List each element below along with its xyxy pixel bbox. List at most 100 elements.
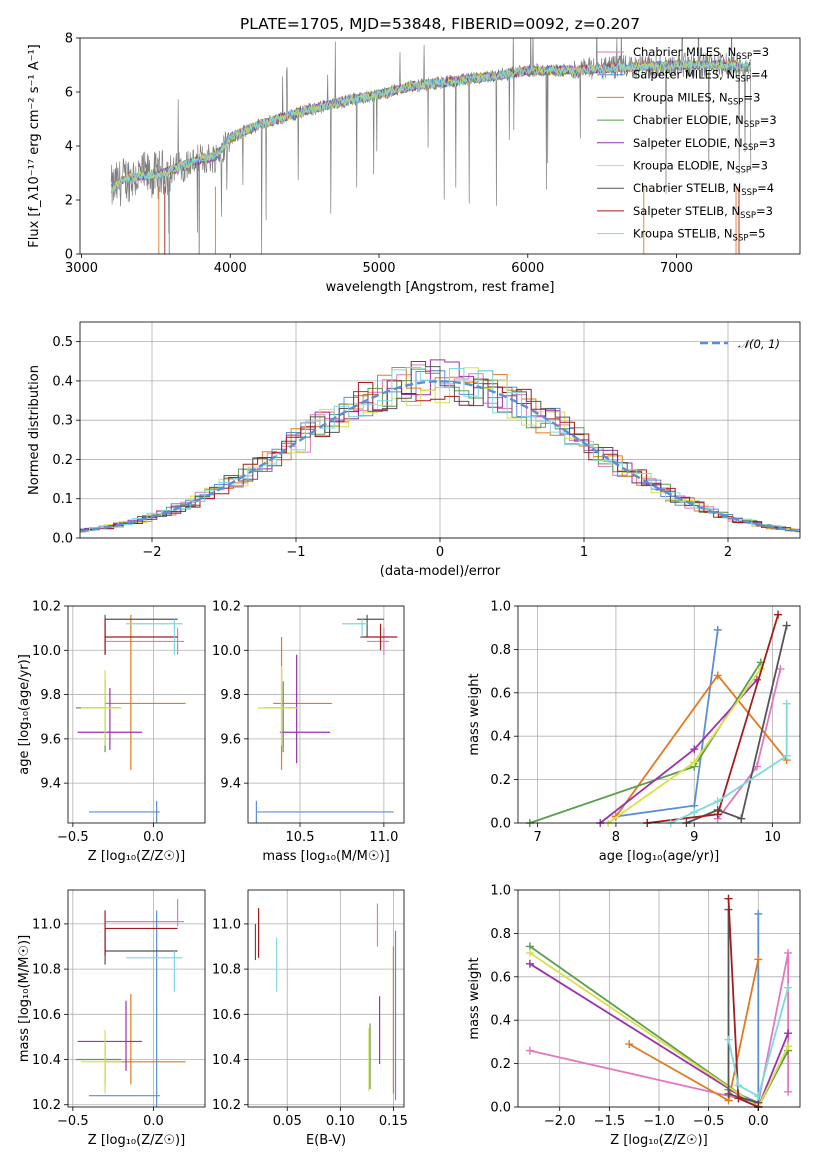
x-tick-label: −1 — [286, 545, 305, 560]
mass-weight-marker — [724, 1089, 733, 1098]
y-tick-label: 10.2 — [32, 600, 61, 615]
legend-label-chabrier-elodie: Chabrier ELODIE, NSSP=3 — [633, 113, 777, 130]
mass-weight-marker — [782, 621, 791, 630]
x-axis-label: (data-model)/error — [380, 564, 501, 579]
legend-label-chabrier-stelib: Chabrier STELIB, NSSP=4 — [633, 181, 774, 198]
mass-weight-marker — [784, 1029, 793, 1038]
mass-weight-marker — [525, 1046, 534, 1055]
x-tick-label: 0.0 — [143, 1114, 164, 1129]
x-tick-label: 1 — [580, 545, 588, 560]
x-axis-label: Z [log₁₀(Z/Z☉)] — [610, 1133, 707, 1148]
spectrum-plot-area — [110, 38, 752, 254]
y-tick-label: 10.4 — [212, 1053, 241, 1068]
errorbar-point-salpeter-stelib — [360, 623, 398, 651]
y-tick-label: 0.2 — [52, 453, 73, 468]
errorbar-panel-2: −0.5 0.0 9.4 9.6 9.8 10.0 10.2 Z [log₁₀(Z/Z☉)] a… — [17, 600, 206, 864]
errorbar-panel-5: −0.5 0.0 10.2 10.4 10.6 10.8 11.0 Z [log₁₀(Z/Z☉… — [17, 889, 206, 1148]
legend-label-kroupa-stelib: Kroupa STELIB, NSSP=5 — [633, 227, 765, 244]
mass-weight-marker — [525, 959, 534, 968]
x-axis-label: mass [log₁₀(M/M☉)] — [262, 849, 389, 864]
y-tick-label: 0.4 — [52, 374, 73, 389]
legend-label-salpeter-elodie: Salpeter ELODIE, NSSP=3 — [633, 136, 776, 153]
y-tick-label: 0.0 — [52, 532, 73, 547]
x-tick-label: 0.05 — [273, 1114, 302, 1129]
mass-weight-marker — [782, 699, 791, 708]
mass-weight-marker — [754, 955, 763, 964]
legend-label-chabrier-miles: Chabrier MILES, NSSP=3 — [633, 45, 769, 62]
y-tick-label: 0.1 — [52, 492, 73, 507]
errorbar-point-kroupa-stelib — [126, 951, 183, 992]
x-tick-label: 11.0 — [369, 830, 398, 845]
x-tick-label: −1.5 — [594, 1114, 626, 1129]
histogram-kroupa-stelib — [80, 367, 800, 532]
mass-weight-marker — [690, 758, 699, 767]
mass-weight-marker — [776, 664, 785, 673]
axes-frame — [67, 889, 206, 1108]
legend-label-kroupa-elodie: Kroupa ELODIE, NSSP=3 — [633, 159, 768, 176]
errorbar-point-kroupa-elodie — [80, 1030, 122, 1094]
y-tick-label: 9.6 — [220, 732, 241, 747]
y-tick-label: 9.8 — [40, 688, 61, 703]
x-tick-label: −2 — [142, 545, 161, 560]
x-tick-label: 4000 — [214, 261, 247, 276]
x-tick-label: 7 — [533, 830, 541, 845]
x-axis-label: Z [log₁₀(Z/Z☉)] — [88, 849, 185, 864]
x-tick-label: 6000 — [511, 261, 544, 276]
mass-weight-marker — [782, 751, 791, 760]
x-tick-label: −0.5 — [57, 830, 89, 845]
mass-weight-marker — [737, 814, 746, 823]
errorbar-point-kroupa-miles — [105, 614, 186, 770]
y-tick-label: 10.6 — [212, 1008, 241, 1023]
y-tick-label: 9.6 — [40, 732, 61, 747]
errorbar-panel-6: 0.05 0.10 0.15 10.2 10.4 10.6 10.8 11.0 E(B-V) — [212, 889, 408, 1148]
y-tick-label: 8 — [65, 32, 73, 47]
histogram-plot-area — [80, 359, 800, 533]
y-tick-label: 10.2 — [212, 600, 241, 615]
x-tick-label: 7000 — [660, 261, 693, 276]
y-axis-label: Normed distribution — [27, 365, 42, 495]
errorbar-point-salpeter-elodie — [77, 687, 143, 750]
y-tick-label: 0.2 — [490, 1057, 511, 1072]
y-tick-label: 10.4 — [32, 1053, 61, 1068]
residual-histogram-panel: −2 −1 0 1 2 0.0 0.1 0.2 0.3 0.4 0.5 (data-model)/er… — [27, 321, 801, 579]
x-tick-label: −0.5 — [693, 1114, 725, 1129]
y-tick-label: 0.4 — [490, 730, 511, 745]
x-tick-label: −0.5 — [57, 1114, 89, 1129]
errorbar-plot-area — [254, 903, 397, 1101]
figure-title: PLATE=1705, MJD=53848, FIBERID=0092, z=0… — [240, 15, 640, 33]
errorbar-point-chabrier-miles — [105, 628, 185, 655]
mass-weight-marker — [713, 797, 722, 806]
x-tick-label: 10 — [764, 830, 781, 845]
y-axis-label: Flux [f_λ10⁻¹⁷ erg cm⁻² s⁻¹ A⁻¹] — [27, 44, 42, 248]
errorbar-point-salpeter-miles — [255, 800, 394, 823]
histogram-chabrier-stelib — [80, 361, 800, 533]
x-tick-label: 2 — [724, 545, 732, 560]
mass-weight-marker — [724, 894, 733, 903]
errorbar-point-salpeter-elodie — [279, 654, 331, 764]
x-tick-label: 3000 — [65, 261, 98, 276]
y-tick-label: 6 — [65, 86, 73, 101]
histogram-salpeter-stelib — [80, 378, 800, 532]
legend-label-salpeter-stelib: Salpeter STELIB, NSSP=3 — [633, 204, 773, 221]
mass-weight-marker — [734, 1094, 743, 1103]
mass-weight-marker — [734, 1081, 743, 1090]
errorbar-point-salpeter-elodie — [77, 1000, 143, 1071]
mass-weight-marker — [784, 948, 793, 957]
mass-weight-marker — [713, 810, 722, 819]
legend-label-salpeter-miles: Salpeter MILES, NSSP=4 — [633, 68, 768, 85]
spectrum-legend: Chabrier MILES, NSSP=3 Salpeter MILES, NS… — [597, 45, 777, 244]
errorbar-point-salpeter-stelib — [104, 619, 178, 655]
mass-weight-marker — [784, 1042, 793, 1051]
y-tick-label: 0.6 — [490, 970, 511, 985]
x-axis-label: wavelength [Angstrom, rest frame] — [326, 280, 555, 295]
y-tick-label: 9.4 — [40, 777, 61, 792]
normal-curve — [80, 380, 798, 533]
mass-weight-marker — [525, 948, 534, 957]
y-axis-label: age [log₁₀(age/yr)] — [17, 654, 32, 775]
x-axis-label: age [log₁₀(age/yr)] — [599, 849, 720, 864]
y-tick-label: 10.8 — [212, 963, 241, 978]
mass-weight-line-kroupa-stelib — [727, 987, 789, 1098]
x-tick-label: 8 — [612, 830, 620, 845]
y-axis-label: mass weight — [467, 673, 482, 755]
